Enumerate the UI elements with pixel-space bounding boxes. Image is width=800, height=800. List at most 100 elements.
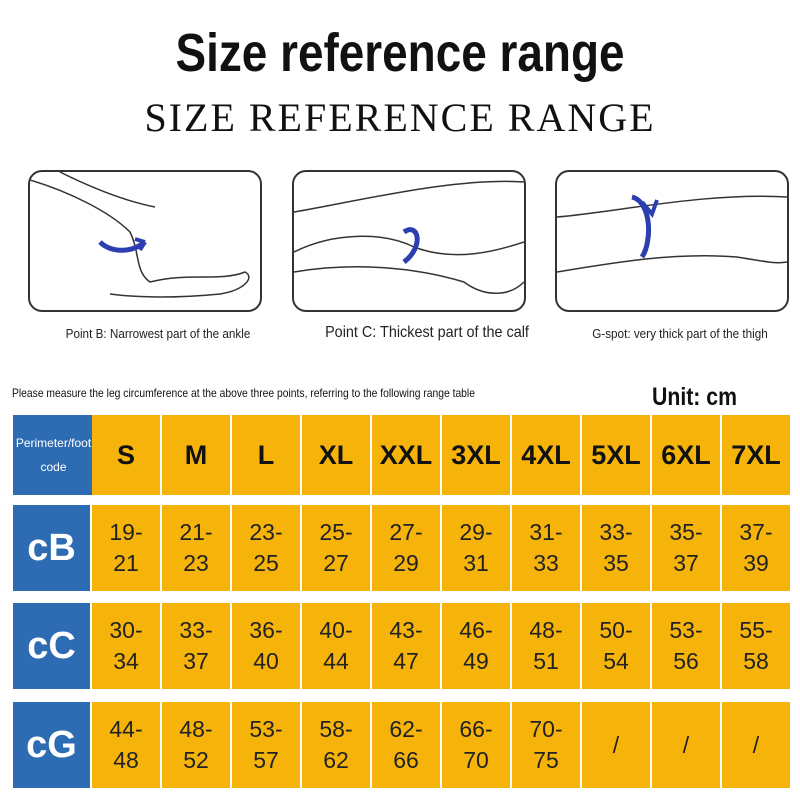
- cell-text: 56: [673, 648, 699, 674]
- cell-text: 21: [113, 550, 139, 576]
- column-header: 7XL: [722, 415, 790, 495]
- size-cell: 23- 25: [232, 505, 300, 591]
- cell-text: 48-: [179, 716, 213, 742]
- cell-text: 39: [743, 550, 769, 576]
- cell-text: 47: [393, 648, 419, 674]
- size-cell: /: [652, 702, 720, 788]
- size-cell: 31- 33: [512, 505, 580, 591]
- column-header: M: [162, 415, 230, 495]
- row-label: cB: [13, 505, 90, 591]
- cell-text: 25: [253, 550, 279, 576]
- size-cell: 27- 29: [372, 505, 440, 591]
- size-cell: 48- 51: [512, 603, 580, 689]
- size-cell: 53- 57: [232, 702, 300, 788]
- cell-text: 44-: [109, 716, 143, 742]
- cell-text: 33-: [599, 519, 633, 545]
- cell-text: 51: [533, 648, 559, 674]
- cell-text: 54: [603, 648, 629, 674]
- size-cell: 37- 39: [722, 505, 790, 591]
- size-cell: /: [582, 702, 650, 788]
- row-label: cC: [13, 603, 90, 689]
- cell-text: 49: [463, 648, 489, 674]
- size-cell: 30- 34: [92, 603, 160, 689]
- cell-text: 66: [393, 747, 419, 773]
- cell-text: 58: [743, 648, 769, 674]
- cell-text: 44: [323, 648, 349, 674]
- cell-text: 48: [113, 747, 139, 773]
- cell-text: 43-: [389, 617, 423, 643]
- cell-text: 29-: [459, 519, 493, 545]
- cell-text: 66-: [459, 716, 493, 742]
- cell-text: 30-: [109, 617, 143, 643]
- cell-text: 19-: [109, 519, 143, 545]
- thigh-figure: [555, 170, 789, 312]
- calf-figure: [292, 170, 526, 312]
- ankle-figure: [28, 170, 262, 312]
- size-cell: 19- 21: [92, 505, 160, 591]
- cell-text: 52: [183, 747, 209, 773]
- caption: Point C: Thickest part of the calf: [325, 324, 529, 341]
- cell-text: 36-: [249, 617, 283, 643]
- row-label: cG: [13, 702, 90, 788]
- cell-text: 62: [323, 747, 349, 773]
- caption: G-spot: very thick part of the thigh: [592, 326, 768, 341]
- size-cell: 44- 48: [92, 702, 160, 788]
- cell-text: 53-: [249, 716, 283, 742]
- cell-text: 37: [673, 550, 699, 576]
- instruction: Please measure the leg circumference at …: [12, 386, 475, 400]
- size-cell: 43- 47: [372, 603, 440, 689]
- title: Size reference range: [175, 23, 625, 83]
- corner-cell: Perimeter/foot code: [13, 415, 94, 495]
- cell-text: 70: [463, 747, 489, 773]
- cell-text: 27: [323, 550, 349, 576]
- column-header: 6XL: [652, 415, 720, 495]
- cell-text: 55-: [739, 617, 773, 643]
- size-cell: 25- 27: [302, 505, 370, 591]
- column-header: S: [92, 415, 160, 495]
- column-header: 4XL: [512, 415, 580, 495]
- size-cell: 40- 44: [302, 603, 370, 689]
- size-cell: 70- 75: [512, 702, 580, 788]
- cell-text: 75: [533, 747, 559, 773]
- cell-text: 37-: [739, 519, 773, 545]
- subtitle: SIZE REFERENCE RANGE: [144, 95, 656, 140]
- cell-text: 46-: [459, 617, 493, 643]
- column-header: 3XL: [442, 415, 510, 495]
- cell-text: 31: [463, 550, 489, 576]
- cell-text: 25-: [319, 519, 353, 545]
- cell-text: /: [682, 731, 690, 758]
- size-cell: 29- 31: [442, 505, 510, 591]
- size-cell: 33- 37: [162, 603, 230, 689]
- cell-text: 48-: [529, 617, 563, 643]
- cell-text: 29: [393, 550, 419, 576]
- cell-text: 23: [183, 550, 209, 576]
- cell-text: 27-: [389, 519, 423, 545]
- size-cell: 62- 66: [372, 702, 440, 788]
- size-cell: 21- 23: [162, 505, 230, 591]
- column-header: L: [232, 415, 300, 495]
- column-header: XXL: [372, 415, 440, 495]
- cell-text: 70-: [529, 716, 563, 742]
- cell-text: 35-: [669, 519, 703, 545]
- cell-text: 21-: [179, 519, 213, 545]
- cell-text: 34: [113, 648, 139, 674]
- cell-text: /: [752, 731, 760, 758]
- cell-text: 31-: [529, 519, 563, 545]
- cell-text: /: [612, 731, 620, 758]
- column-header: XL: [302, 415, 370, 495]
- cell-text: 40-: [319, 617, 353, 643]
- unit: Unit: cm: [652, 383, 737, 411]
- cell-text: 37: [183, 648, 209, 674]
- size-cell: 66- 70: [442, 702, 510, 788]
- size-cell: 55- 58: [722, 603, 790, 689]
- size-cell: 36- 40: [232, 603, 300, 689]
- cell-text: 57: [253, 747, 279, 773]
- size-cell: 33- 35: [582, 505, 650, 591]
- size-cell: 58- 62: [302, 702, 370, 788]
- cell-text: 50-: [599, 617, 633, 643]
- size-cell: 35- 37: [652, 505, 720, 591]
- cell-text: 33-: [179, 617, 213, 643]
- size-cell: 46- 49: [442, 603, 510, 689]
- cell-text: 35: [603, 550, 629, 576]
